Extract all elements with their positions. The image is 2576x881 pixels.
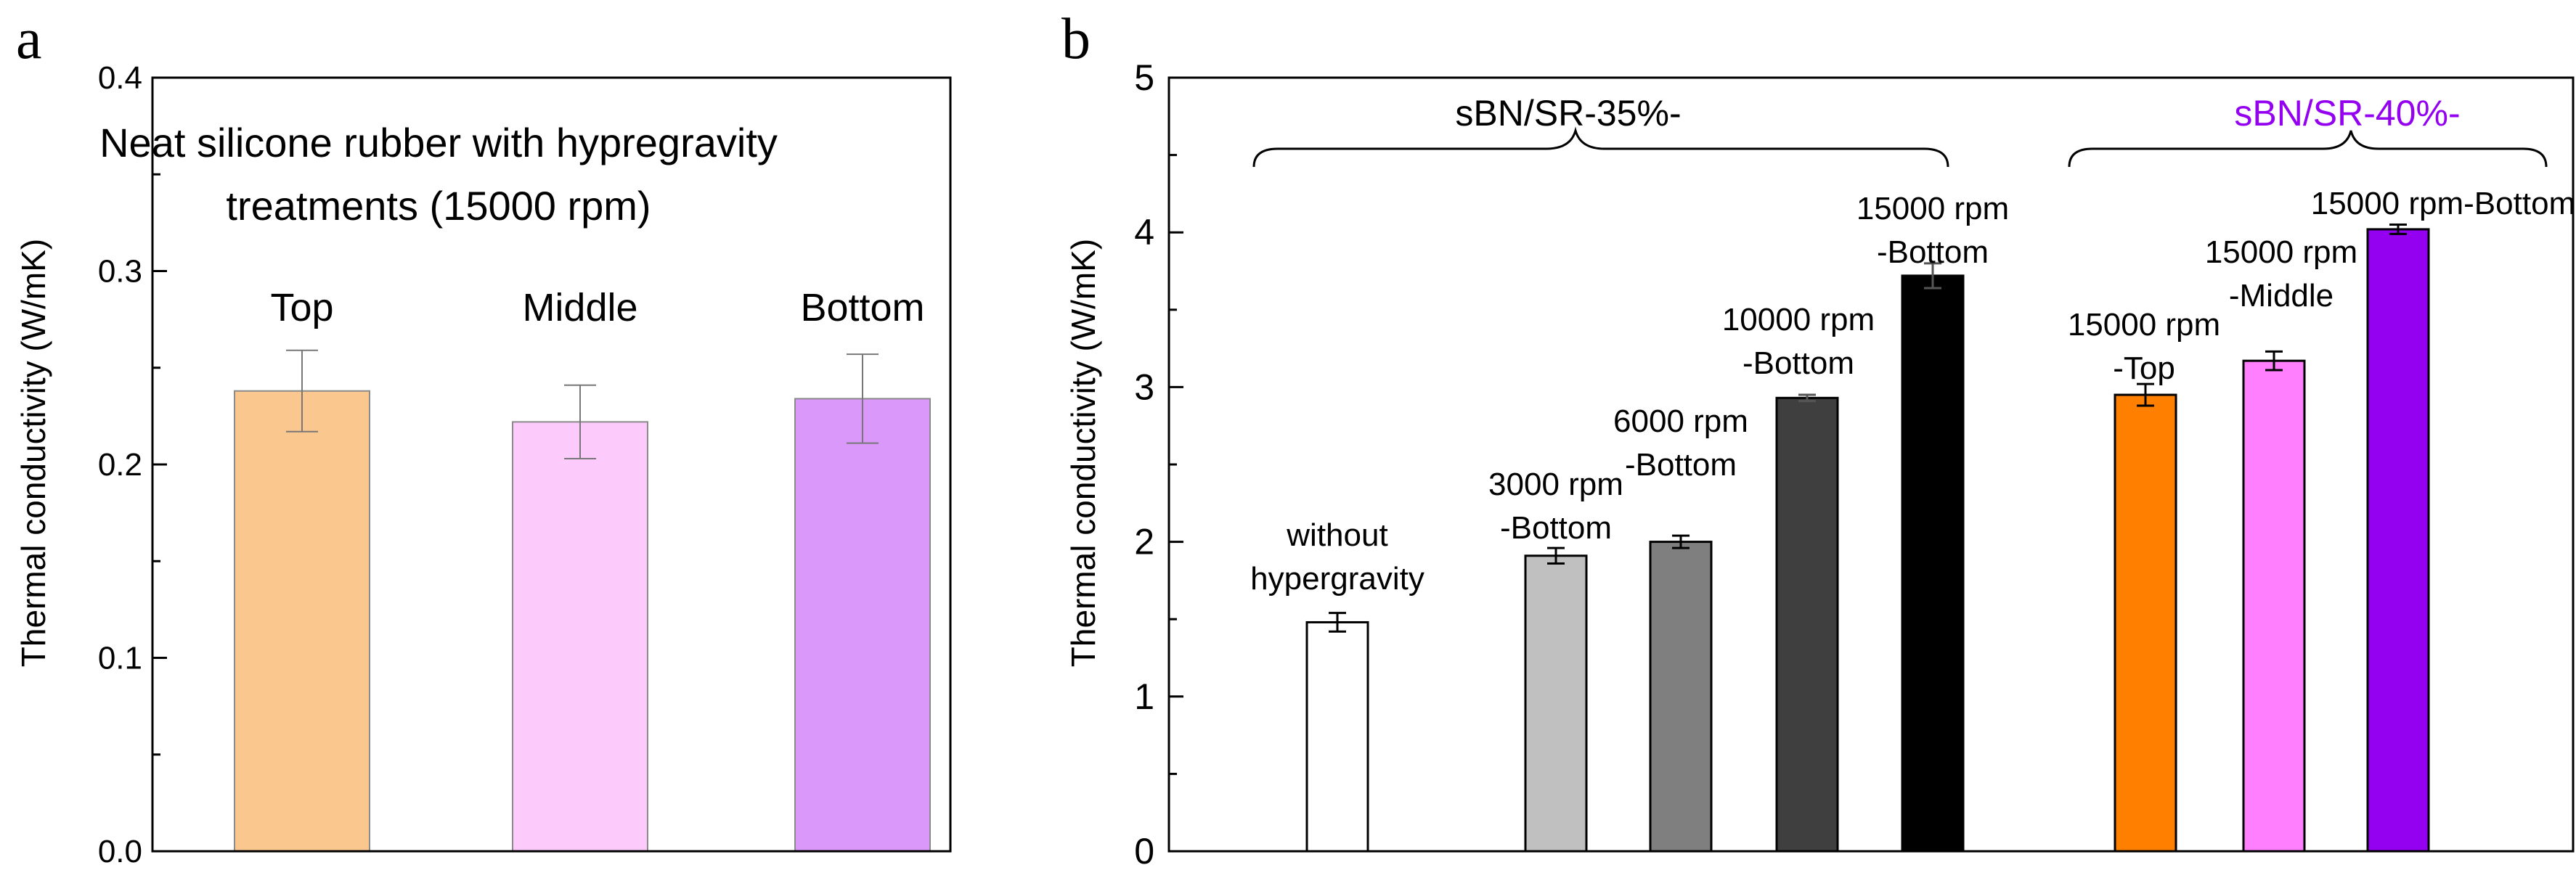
brace-group-35 — [1252, 126, 1949, 168]
bar-label-line2-b: -Top — [2113, 351, 2175, 386]
y-tick-label-a: 0.3 — [98, 254, 142, 290]
y-axis-label-b: Thermal conductivity (W/mK) — [1064, 239, 1102, 667]
bar-a-bottom — [794, 398, 931, 852]
bars-a — [234, 390, 931, 852]
panel-label-a: a — [16, 7, 42, 71]
y-ticks-a: 0.0 0.1 0.2 0.3 0.4 — [98, 60, 167, 869]
bar-b — [1649, 541, 1713, 853]
panel-b: b Thermal conductivity (W/mK) 0 1 2 3 4 5 wit… — [1061, 7, 2575, 872]
bar-label-line2-b: -Bottom — [1877, 234, 1989, 270]
y-tick-label-b: 5 — [1134, 57, 1154, 98]
bar-b — [1901, 274, 1965, 853]
bar-b — [1524, 554, 1588, 853]
bar-label-line2-b: -Middle — [2229, 278, 2334, 314]
bar-b — [2366, 228, 2430, 853]
bar-label-line1-b: 15000 rpm — [1856, 191, 2009, 226]
bar-b — [2242, 359, 2306, 853]
bar-a-middle — [512, 421, 648, 852]
y-tick-label-a: 0.0 — [98, 834, 142, 869]
bar-label-line2-b: -Bottom — [1500, 510, 1612, 546]
bar-label-line1-b: 15000 rpm — [2205, 234, 2357, 270]
y-axis-label-a: Thermal conductivity (W/mK) — [15, 239, 52, 667]
y-tick-label-b: 2 — [1134, 522, 1154, 562]
bar-label-line1-b: 15000 rpm-Bottom — [2311, 186, 2575, 221]
chart-title-line1-a: Neat silicone rubber with hypregravity — [99, 120, 778, 165]
category-labels-a: Top Middle Bottom — [270, 286, 924, 329]
bar-label-line2-b: hypergravity — [1250, 561, 1424, 597]
bar-a-top — [234, 390, 370, 852]
panel-label-b: b — [1061, 7, 1091, 71]
bar-label-line1-b: without — [1286, 517, 1387, 553]
y-tick-label-b: 1 — [1134, 676, 1154, 717]
y-tick-label-b: 3 — [1134, 366, 1154, 407]
y-tick-label-a: 0.4 — [98, 60, 142, 96]
bar-label-line1-b: 3000 rpm — [1488, 467, 1623, 502]
bar-label-line2-b: -Bottom — [1743, 345, 1854, 381]
category-label-a: Top — [270, 286, 333, 329]
y-tick-label-b: 0 — [1134, 831, 1154, 872]
error-bars-a — [286, 349, 879, 460]
error-bars-b — [1329, 224, 2407, 633]
brace-group-40 — [2068, 130, 2548, 168]
bar-b — [1775, 396, 1839, 853]
group-label-40: sBN/SR-40%- — [2234, 93, 2460, 134]
bar-b — [1305, 620, 1369, 853]
category-label-a: Bottom — [800, 286, 924, 329]
bar-label-line1-b: 15000 rpm — [2068, 307, 2220, 343]
y-tick-label-a: 0.1 — [98, 641, 142, 676]
plot-frame-a — [151, 76, 952, 853]
bar-label-line1-b: 10000 rpm — [1722, 302, 1875, 337]
category-label-a: Middle — [522, 286, 637, 329]
y-ticks-b: 0 1 2 3 4 5 — [1134, 57, 1183, 872]
bar-label-line2-b: -Bottom — [1625, 447, 1737, 483]
panel-a: a Thermal conductivity (W/mK) Neat silic… — [15, 7, 952, 869]
plot-frame-b — [1167, 76, 2575, 853]
group-label-35: sBN/SR-35%- — [1455, 93, 1681, 134]
chart-title-line2-a: treatments (15000 rpm) — [226, 183, 651, 229]
y-tick-label-a: 0.2 — [98, 447, 142, 483]
y-tick-label-b: 4 — [1134, 212, 1154, 253]
bar-label-line1-b: 6000 rpm — [1613, 403, 1748, 439]
bar-b — [2114, 393, 2177, 853]
